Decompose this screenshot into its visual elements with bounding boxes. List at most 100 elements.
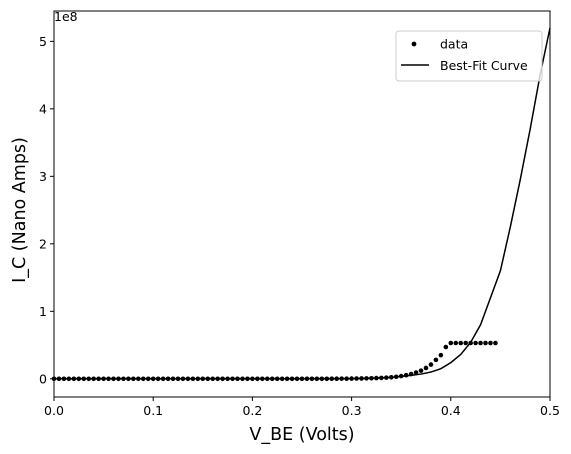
data-point	[369, 375, 374, 381]
data-point	[433, 357, 439, 363]
data-point	[210, 376, 216, 382]
data-point	[384, 375, 389, 380]
data-point	[106, 376, 111, 382]
data-point	[408, 371, 414, 377]
data-point	[111, 376, 116, 382]
data-point	[413, 370, 419, 375]
data-point	[418, 368, 424, 373]
data-point	[175, 376, 181, 382]
data-point	[235, 376, 240, 382]
y-tick-label: 1	[39, 304, 47, 319]
data-point	[393, 374, 399, 380]
data-point	[344, 376, 349, 381]
legend: data Best-Fit Curve	[395, 30, 543, 82]
data-point	[150, 376, 156, 382]
data-point	[230, 376, 235, 382]
x-axis-ticks: 0.0 0.1 0.2 0.3 0.4 0.5	[44, 397, 560, 418]
x-tick-label: 0.0	[44, 403, 64, 418]
data-point	[329, 376, 335, 382]
data-point	[66, 376, 72, 382]
x-tick-label: 0.2	[242, 403, 262, 418]
data-point	[403, 372, 409, 378]
data-point	[245, 376, 250, 382]
data-point	[443, 344, 449, 350]
x-axis-label: V_BE (Volts)	[249, 425, 354, 445]
data-point	[140, 376, 146, 382]
data-point	[478, 340, 483, 346]
data-point	[359, 376, 364, 381]
data-point	[319, 376, 325, 382]
legend-label-fit: Best-Fit Curve	[440, 58, 528, 73]
data-point	[185, 376, 191, 382]
y-tick-label: 3	[39, 169, 47, 184]
data-point	[463, 340, 468, 346]
y-axis-ticks: 0 1 2 3 4 5	[39, 34, 54, 386]
data-point	[438, 352, 444, 358]
data-point	[314, 376, 320, 382]
data-point	[96, 376, 101, 382]
data-point	[195, 376, 201, 382]
data-point	[458, 340, 464, 346]
data-point	[339, 376, 344, 381]
data-point	[473, 340, 478, 346]
data-point	[160, 376, 166, 382]
data-point	[126, 376, 131, 382]
data-point	[220, 376, 225, 382]
data-point	[468, 340, 473, 346]
data-point	[364, 376, 369, 381]
data-point	[190, 376, 196, 382]
data-point	[240, 376, 245, 382]
data-point	[61, 376, 67, 382]
data-point	[299, 376, 305, 382]
data-point	[205, 376, 211, 382]
data-point	[379, 375, 384, 381]
data-point	[86, 376, 92, 382]
data-point	[304, 376, 310, 382]
data-point	[56, 376, 62, 382]
y-tick-label: 0	[39, 371, 47, 386]
data-point	[91, 376, 96, 382]
data-point	[423, 365, 429, 371]
data-point	[180, 376, 186, 382]
y-scale-label: 1e8	[54, 9, 78, 24]
data-point	[260, 376, 265, 382]
x-tick-label: 0.1	[143, 403, 163, 418]
plot-frame	[53, 10, 551, 398]
data-point	[493, 340, 498, 346]
data-point	[71, 376, 77, 382]
data-point	[101, 376, 106, 382]
x-tick-label: 0.5	[540, 403, 560, 418]
data-point	[116, 376, 121, 382]
scatter-layer	[51, 340, 498, 382]
data-point	[324, 376, 330, 382]
data-point	[215, 376, 220, 382]
data-point	[428, 362, 434, 367]
data-point	[294, 376, 300, 382]
data-point	[289, 376, 295, 382]
data-point	[131, 376, 136, 382]
data-point	[453, 340, 459, 346]
data-point	[388, 375, 394, 380]
data-point	[279, 376, 285, 382]
data-point	[170, 376, 176, 382]
data-point	[349, 376, 354, 381]
data-point	[354, 376, 359, 381]
data-point	[136, 376, 141, 382]
data-point	[284, 376, 290, 382]
data-point	[225, 376, 230, 382]
y-tick-label: 4	[39, 101, 47, 116]
data-point	[200, 376, 206, 382]
data-point	[76, 376, 82, 382]
data-point	[155, 376, 161, 382]
data-point	[483, 340, 488, 346]
data-point	[274, 376, 280, 382]
legend-marker-data	[411, 41, 417, 47]
x-tick-label: 0.4	[441, 403, 461, 418]
data-point	[488, 340, 493, 346]
y-tick-label: 5	[39, 34, 47, 49]
data-point	[398, 373, 404, 379]
data-point	[145, 376, 151, 382]
data-point	[374, 375, 379, 381]
data-point	[250, 376, 255, 382]
